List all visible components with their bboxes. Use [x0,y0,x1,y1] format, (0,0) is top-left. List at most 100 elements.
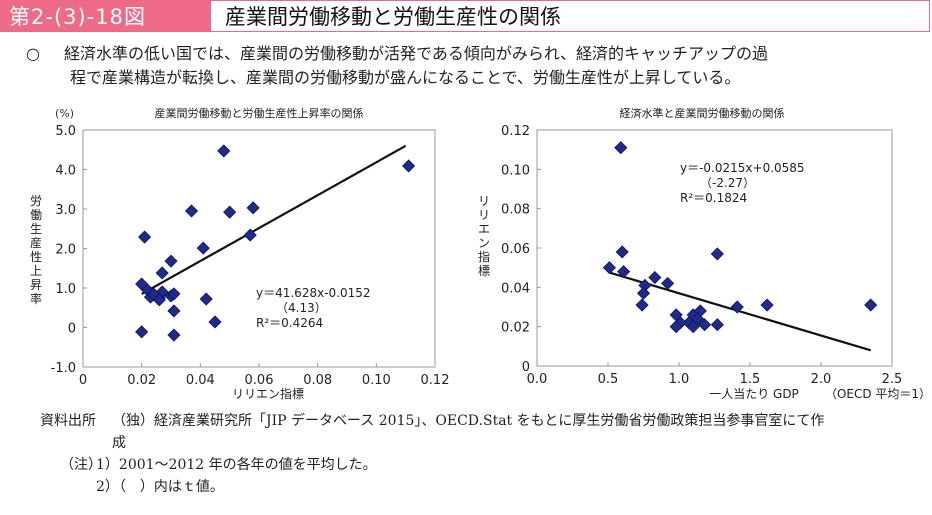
y-tick-label: 0.06 [501,242,530,257]
chart-left-title: 産業間労働移動と労働生産性上昇率の関係 [155,106,364,120]
bullet-icon: ○ [26,44,40,63]
y-axis-label-char: 性 [30,250,42,264]
trendline [609,271,872,352]
notes: 資料出所 （独）経済産業研究所「JIP データベース 2015」、OECD.St… [40,410,824,498]
figure-number: 第2-(3)-18図 [1,1,210,31]
lead-line-1: 経済水準の低い国では、産業間の労働移動が活発である傾向がみられ、経済的キャッチア… [64,44,769,63]
data-point [199,292,213,306]
y-axis-label-char: ン [478,236,490,250]
x-tick-label: 0.06 [245,373,274,388]
data-point [648,270,662,285]
x-tick-label: 0.04 [186,373,215,388]
y-axis-label-char: エ [478,222,490,236]
data-point [710,247,724,261]
y-axis-label-char: 働 [30,208,42,222]
note-2: 2）（ ）内はｔ値。 [96,479,224,495]
x-tick-label: 2.0 [811,372,832,387]
data-point [155,266,169,280]
data-point [669,320,683,334]
note-1: 1）2001～2012 年の各年の値を平均した。 [96,457,377,473]
x-tick-label: 0.10 [362,373,391,388]
data-point [223,205,237,219]
data-point [615,245,629,259]
source-text-cont: 成 [112,435,126,451]
y-axis-label-char: 昇 [30,278,42,292]
chart-right-xlabel: 一人当たり GDP [709,387,799,401]
lead-line-2: 程で産業構造が転換し、産業間の労働移動が盛んになることで、労働生産性が上昇してい… [70,68,741,87]
data-point [167,287,181,301]
chart-right-xnote: （OECD 平均＝1） [825,387,931,401]
y-tick-label: 4.0 [55,164,76,179]
trendline [141,144,407,295]
x-tick-label: 0.08 [303,373,332,388]
chart-right: 経済水準と産業間労働移動の関係 一人当たり GDP （OECD 平均＝1） リリ… [478,106,931,401]
data-point [164,254,178,268]
y-tick-label: 2.0 [55,243,76,258]
y-axis-label-char: 産 [30,235,42,250]
chart-left-ylabel: 労働生産性上昇率 [30,194,42,306]
y-tick-label: 0.12 [501,124,530,139]
data-point [184,204,199,218]
y-tick-label: 0.04 [501,281,530,296]
data-point [602,261,616,275]
data-point [167,304,181,318]
y-axis-label-char: リ [478,208,490,222]
data-point [730,300,744,314]
lead-text: ○ 経済水準の低い国では、産業間の労働移動が活発である傾向がみられ、経済的キャッ… [26,42,916,90]
x-tick-label: 0.0 [527,372,548,387]
x-tick-label: 0.02 [127,373,156,388]
data-point [617,265,631,279]
y-axis-label-char: 上 [30,264,42,278]
y-axis-label-char: 率 [30,291,42,306]
y-tick-label: 0.02 [501,321,530,336]
y-tick-label: -1.0 [51,361,76,376]
data-point [864,298,878,312]
data-point [146,287,160,301]
x-tick-label: 1.5 [740,372,761,387]
data-point [661,276,675,290]
source-text: （独）経済産業研究所「JIP データベース 2015」、OECD.Stat をも… [112,413,825,429]
data-point [243,228,257,242]
y-axis-label-char: 労 [30,194,42,208]
tvalue-label: （-2.27） [700,176,755,190]
data-point [208,315,222,329]
chart-left: 産業間労働移動と労働生産性上昇率の関係 (%) リリエン指標 労働生産性上昇率 … [30,106,450,401]
y-tick-label: 5.0 [55,124,76,139]
data-point [217,144,231,158]
chart-right-title: 経済水準と産業間労働移動の関係 [620,106,785,120]
data-point [636,286,651,300]
data-point [686,320,700,334]
y-tick-label: 0.08 [501,203,530,218]
data-point [135,325,149,339]
data-point [402,159,416,173]
y-axis-label-char: 生 [30,222,42,236]
x-tick-label: 0.5 [598,372,619,387]
x-tick-label: 0.12 [421,373,450,388]
data-point [196,241,210,255]
x-tick-label: 2.5 [882,372,903,387]
equation-label: y＝-0.0215x+0.0585 [680,161,805,175]
x-tick-label: 1.0 [669,372,690,387]
data-point [246,201,260,215]
y-tick-label: 0.10 [501,163,530,178]
figure-header: 第2-(3)-18図 産業間労働移動と労働生産性の関係 [0,0,930,32]
equation-label: y＝41.628x-0.0152 [256,286,371,300]
r2-label: R²＝0.1824 [680,191,747,205]
data-point [635,298,649,312]
data-point [614,141,628,155]
source-label: 資料出所 [40,413,96,429]
data-point [697,318,712,332]
y-tick-label: 0 [68,322,76,337]
figure-title: 産業間労働移動と労働生産性の関係 [210,1,929,31]
y-tick-label: 3.0 [55,203,76,218]
y-tick-label: 1.0 [55,282,76,297]
y-axis-label-char: 指 [478,249,490,264]
data-point [138,230,152,244]
data-point [167,328,181,342]
chart-left-yunit: (%) [55,107,74,120]
y-axis-label-char: 標 [478,264,490,278]
data-point [760,298,774,312]
y-tick-label: 0 [522,360,530,375]
tvalue-label: （4.13） [276,301,327,315]
r2-label: R²＝0.4264 [256,316,323,330]
